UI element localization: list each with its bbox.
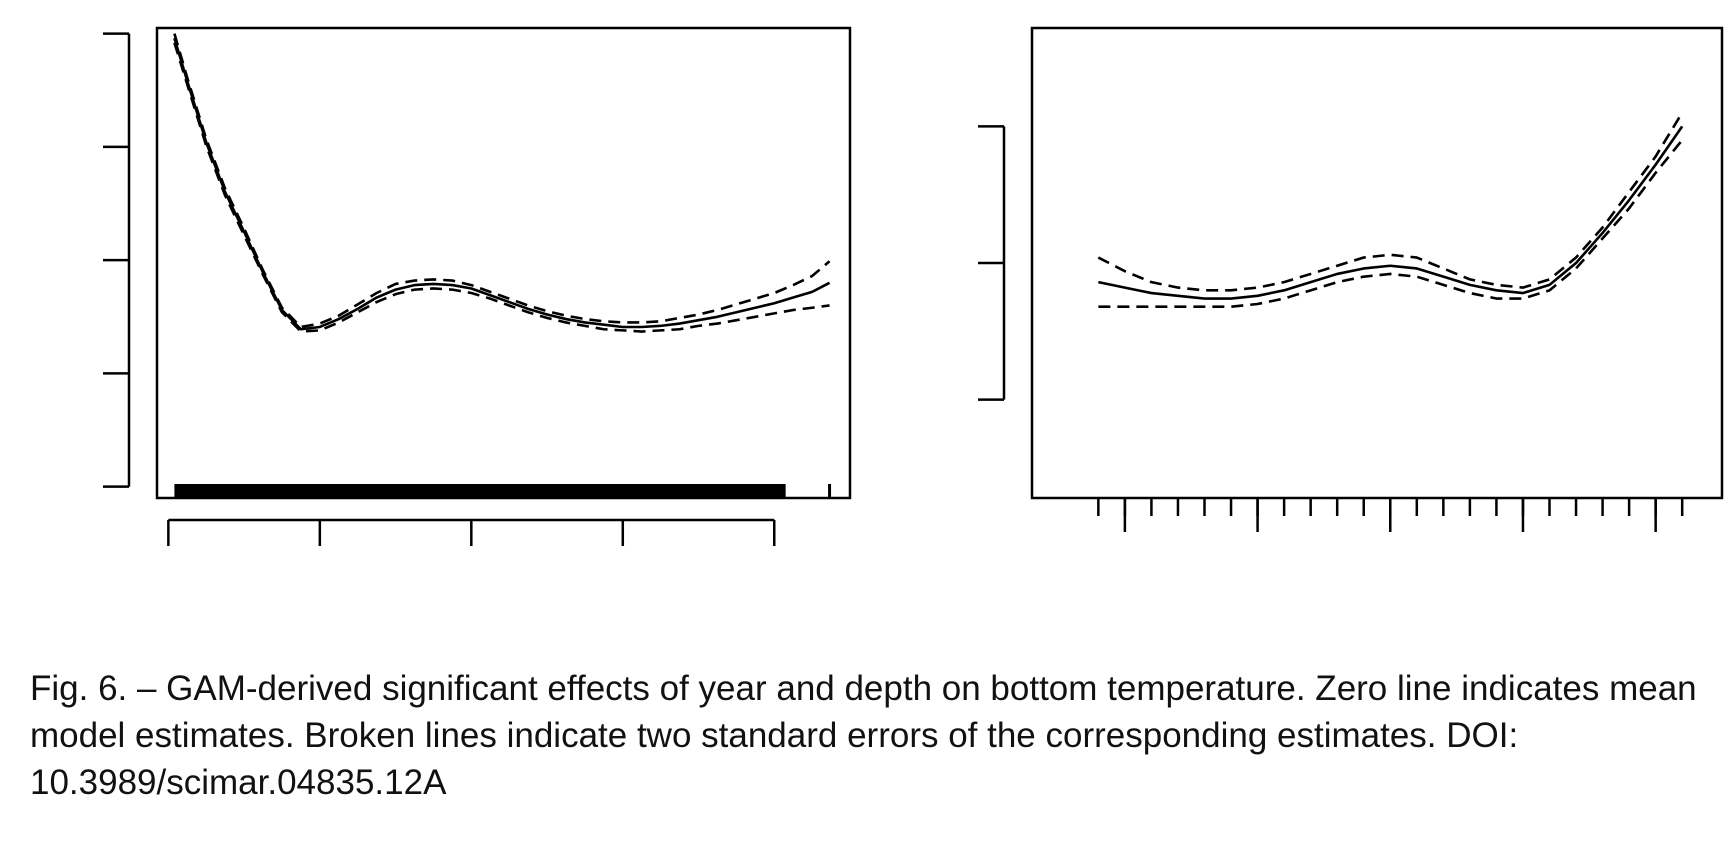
figure xyxy=(103,26,1724,546)
plot-frame xyxy=(155,26,852,500)
depth-effect-panel xyxy=(103,26,852,546)
lower-se-line xyxy=(173,42,830,333)
rug-band xyxy=(174,484,786,498)
lower-se-line xyxy=(1098,139,1684,309)
estimate-line xyxy=(173,37,831,331)
year-effect-panel xyxy=(978,26,1724,532)
plot-frame xyxy=(1030,26,1724,500)
figure-caption: Fig. 6. – GAM-derived significant effect… xyxy=(30,669,1697,802)
upper-se-line xyxy=(1097,112,1684,292)
upper-se-line xyxy=(173,33,831,329)
estimate-line xyxy=(1098,125,1684,300)
